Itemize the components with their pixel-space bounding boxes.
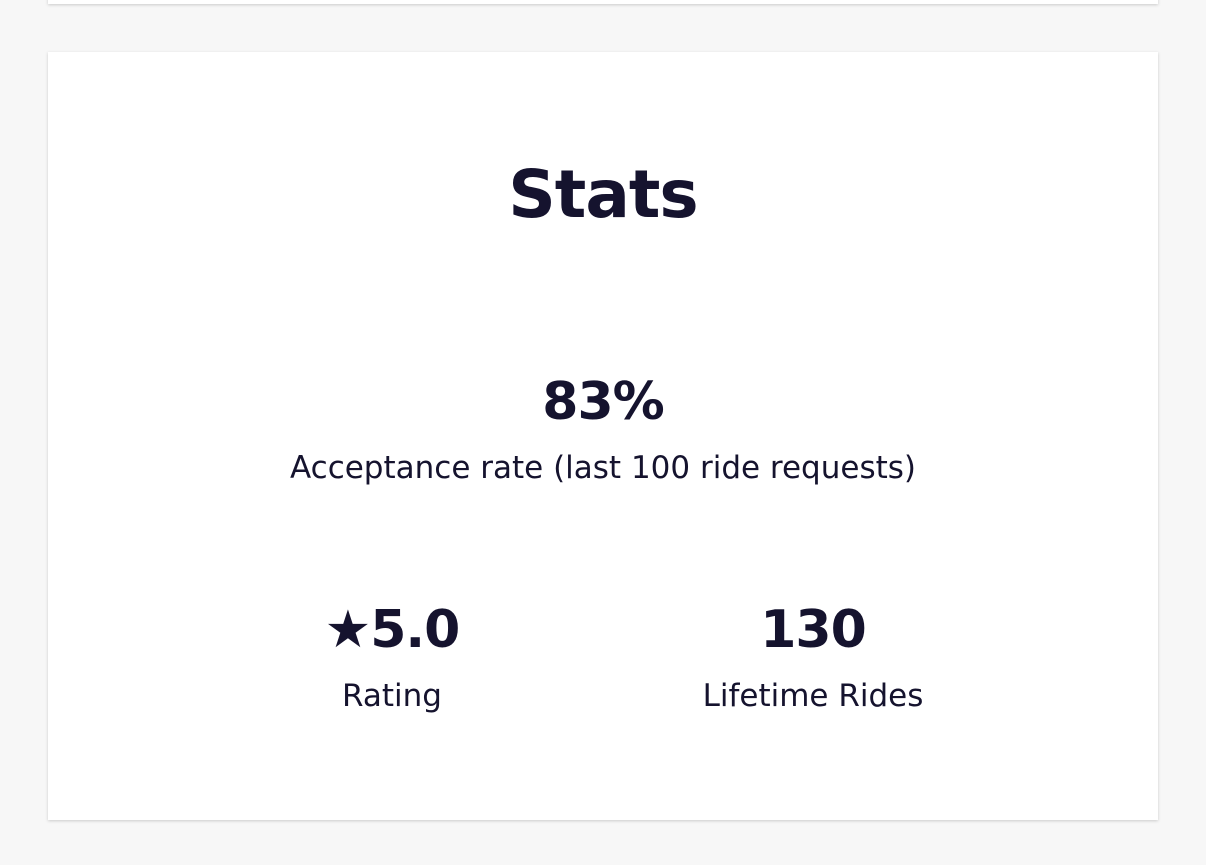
stat-value: ★5.0: [324, 600, 461, 660]
previous-card: [48, 0, 1158, 4]
stat-value: 83%: [542, 372, 664, 432]
card-title: Stats: [508, 156, 698, 233]
stat-label: Rating: [342, 678, 442, 714]
stat-value: 130: [760, 600, 867, 660]
stat-label: Lifetime Rides: [702, 678, 924, 714]
stat-label: Acceptance rate (last 100 ride requests): [289, 450, 917, 486]
stats-card: Stats 83% Acceptance rate (last 100 ride…: [48, 52, 1158, 820]
